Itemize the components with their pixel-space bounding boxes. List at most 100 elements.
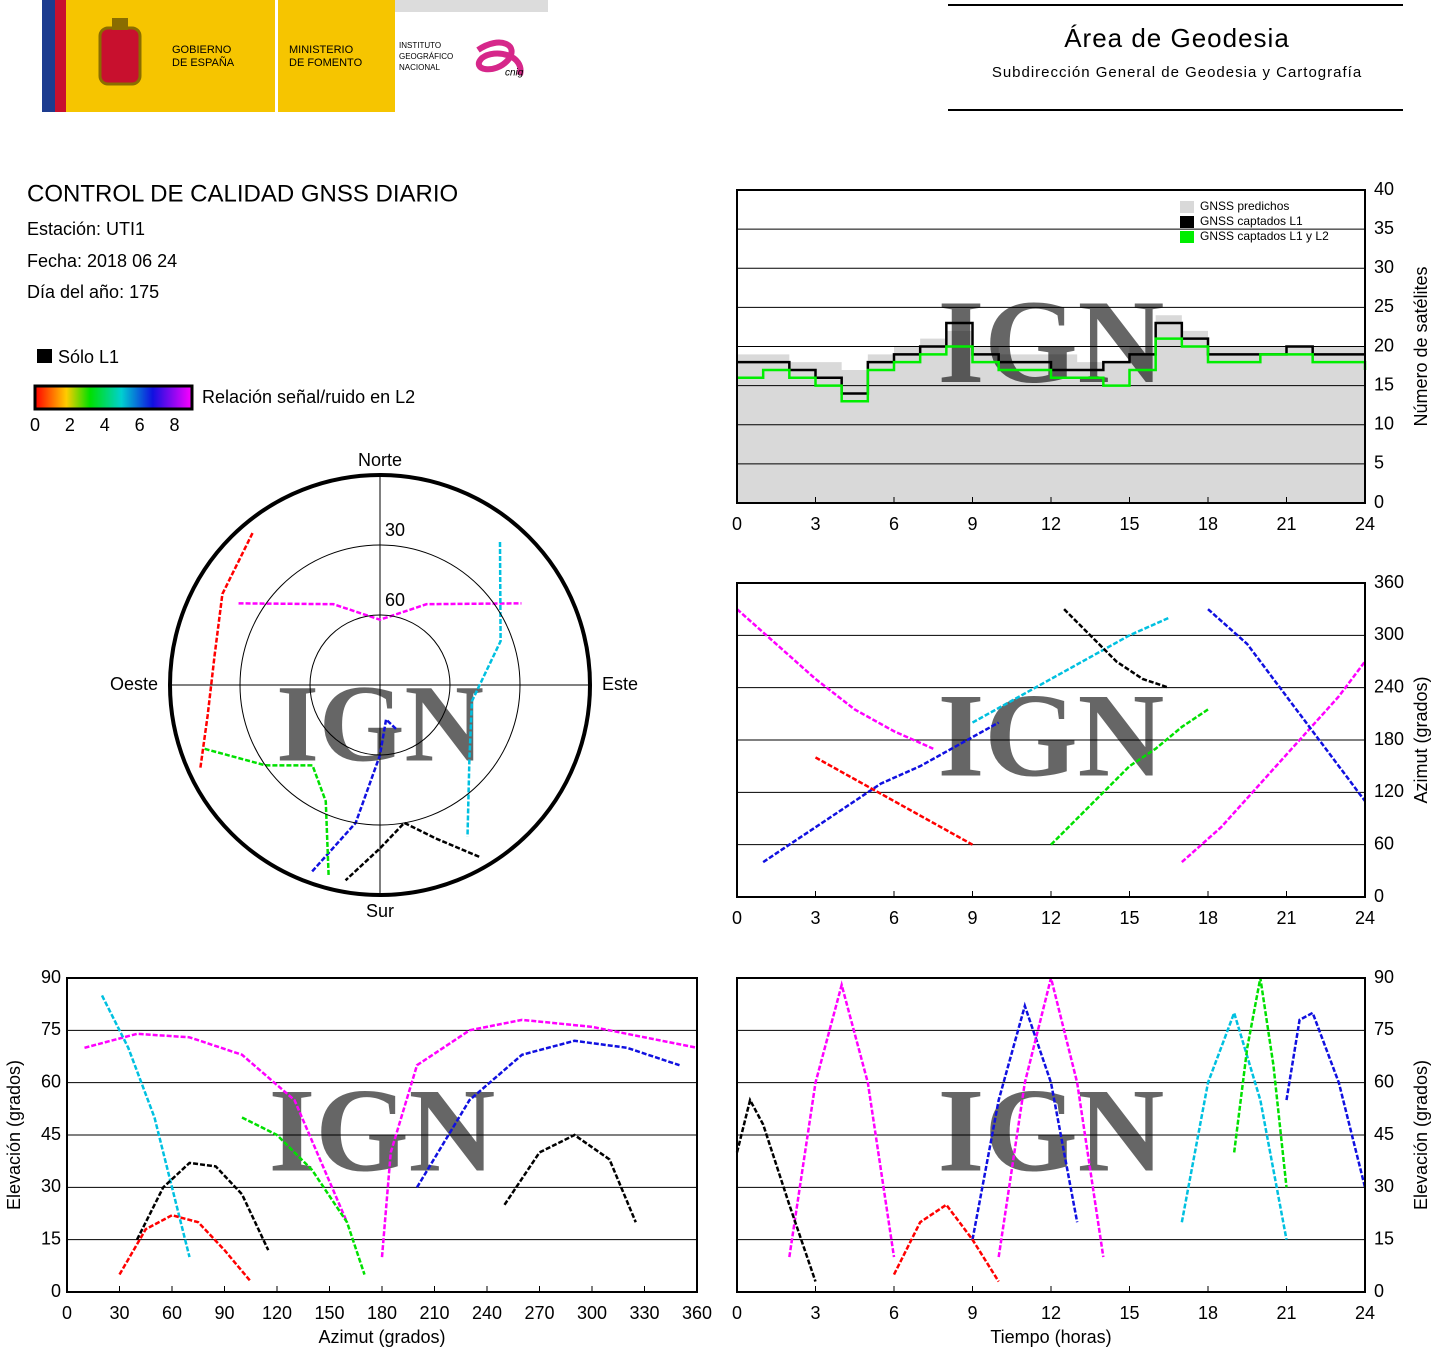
- satellite-track: [118, 1213, 252, 1283]
- x-tick-label: 18: [1198, 1303, 1218, 1323]
- ring-label: 30: [385, 520, 405, 540]
- y-axis-label: Número de satélites: [1411, 266, 1431, 426]
- legend-swatch: [1180, 231, 1194, 243]
- direction-label: Norte: [358, 450, 402, 470]
- legend-label: Sólo L1: [58, 347, 119, 367]
- satellite-track: [892, 1203, 1000, 1283]
- y-tick-label: 90: [41, 967, 61, 987]
- flag-stripe: [42, 0, 55, 112]
- x-tick-label: 360: [682, 1303, 712, 1323]
- satellite-track: [1285, 1011, 1367, 1188]
- x-tick-label: 9: [967, 1303, 977, 1323]
- x-axis-label: Tiempo (horas): [990, 1327, 1111, 1347]
- y-tick-label: 180: [1374, 729, 1404, 749]
- y-tick-label: 15: [1374, 1228, 1394, 1248]
- y-tick-label: 45: [41, 1124, 61, 1144]
- satellite-track: [1063, 608, 1170, 689]
- elevation-ring: [309, 614, 451, 756]
- y-tick-label: 90: [1374, 967, 1394, 987]
- x-tick-label: 18: [1198, 908, 1218, 928]
- plot-frame: [736, 582, 1366, 898]
- logo-text: NACIONAL: [399, 63, 440, 72]
- x-tick-label: 15: [1119, 908, 1139, 928]
- y-tick-label: 240: [1374, 676, 1404, 696]
- flag-stripe: [55, 0, 66, 112]
- y-axis-label: Elevación (grados): [4, 1060, 24, 1210]
- satellite-track: [735, 1096, 817, 1282]
- x-tick-label: 21: [1276, 514, 1296, 534]
- x-tick-label: 30: [109, 1303, 129, 1323]
- y-tick-label: 45: [1374, 1124, 1394, 1144]
- header-subtitle: Subdirección General de Geodesia y Carto…: [992, 64, 1362, 81]
- x-tick-label: 15: [1119, 1303, 1139, 1323]
- x-tick-label: 0: [732, 908, 742, 928]
- colorbar-tick-label: 4: [100, 415, 110, 435]
- satellite-track: [135, 1161, 270, 1251]
- x-tick-label: 210: [419, 1303, 449, 1323]
- satellite-track: [241, 1116, 366, 1275]
- logo-text: DE ESPAÑA: [172, 56, 235, 69]
- y-tick-label: 20: [1374, 335, 1394, 355]
- colorbar-tick-label: 8: [170, 415, 180, 435]
- y-axis-label: Elevación (grados): [1411, 1060, 1431, 1210]
- y-tick-label: 10: [1374, 414, 1394, 434]
- logo-text: MINISTERIO: [289, 44, 354, 56]
- logo-text: GEOGRÁFICO: [399, 52, 453, 61]
- satellite-track: [788, 980, 896, 1258]
- y-tick-label: 30: [1374, 1176, 1394, 1196]
- logo-text: INSTITUTO: [399, 41, 441, 50]
- y-tick-label: 120: [1374, 781, 1404, 801]
- legend-label: GNSS captados L1: [1200, 214, 1303, 228]
- legend-swatch: [37, 349, 52, 363]
- y-tick-label: 300: [1374, 624, 1404, 644]
- logo-text: DE FOMENTO: [289, 57, 363, 69]
- watermark: IGN: [938, 1064, 1165, 1197]
- y-tick-label: 60: [1374, 1071, 1394, 1091]
- logo-text: cnig: [505, 68, 524, 79]
- satellite-track: [84, 1032, 349, 1223]
- x-tick-label: 3: [810, 908, 820, 928]
- direction-label: Este: [602, 674, 638, 694]
- satellite-track: [736, 608, 934, 750]
- watermark: IGN: [269, 1064, 496, 1197]
- satellite-track: [762, 721, 1000, 864]
- y-tick-label: 0: [1374, 1281, 1384, 1301]
- y-axis-label: Azimut (grados): [1411, 676, 1431, 803]
- report-line: Estación: UTI1: [27, 219, 145, 239]
- x-tick-label: 270: [524, 1303, 554, 1323]
- x-tick-label: 240: [472, 1303, 502, 1323]
- y-tick-label: 60: [41, 1071, 61, 1091]
- crest: [98, 26, 142, 86]
- x-axis-label: Azimut (grados): [318, 1327, 445, 1347]
- y-tick-label: 15: [1374, 374, 1394, 394]
- y-tick-label: 25: [1374, 296, 1394, 316]
- x-tick-label: 0: [732, 514, 742, 534]
- satellite-track: [971, 1001, 1079, 1240]
- crest-crown: [112, 18, 128, 30]
- y-tick-label: 60: [1374, 833, 1394, 853]
- x-tick-label: 120: [262, 1303, 292, 1323]
- satellite-track: [415, 1039, 680, 1188]
- satellite-track: [238, 602, 522, 621]
- y-tick-label: 30: [41, 1176, 61, 1196]
- direction-label: Oeste: [110, 674, 158, 694]
- x-tick-label: 6: [889, 1303, 899, 1323]
- x-tick-label: 60: [162, 1303, 182, 1323]
- x-tick-label: 21: [1276, 1303, 1296, 1323]
- x-tick-label: 24: [1355, 514, 1375, 534]
- x-tick-label: 90: [214, 1303, 234, 1323]
- satellite-track: [503, 1133, 637, 1223]
- x-tick-label: 24: [1355, 1303, 1375, 1323]
- logo-panel: [278, 0, 395, 112]
- x-tick-label: 0: [62, 1303, 72, 1323]
- x-tick-label: 12: [1041, 908, 1061, 928]
- satellite-track: [380, 1018, 698, 1258]
- x-tick-label: 3: [810, 1303, 820, 1323]
- direction-label: Sur: [366, 901, 394, 921]
- y-tick-label: 40: [1374, 179, 1394, 199]
- satellite-track: [199, 532, 254, 769]
- x-tick-label: 6: [889, 908, 899, 928]
- horizon: [168, 473, 592, 897]
- y-tick-label: 30: [1374, 257, 1394, 277]
- y-tick-label: 75: [1374, 1019, 1394, 1039]
